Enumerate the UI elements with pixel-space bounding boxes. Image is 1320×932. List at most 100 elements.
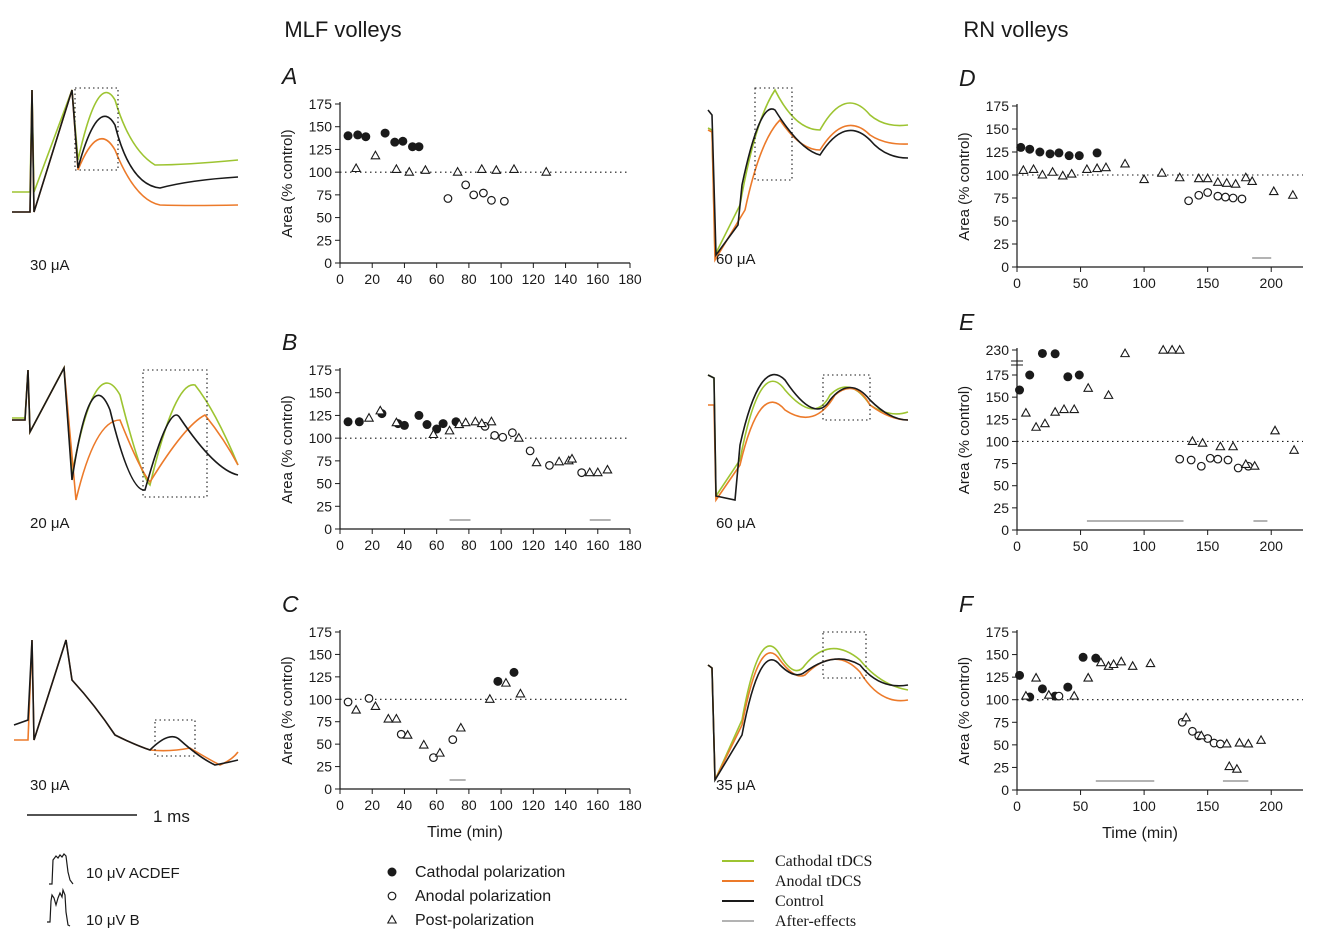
data-point — [422, 420, 432, 430]
stimulus-intensity-label: 30 μA — [30, 777, 70, 794]
x-tick-label: 80 — [461, 271, 477, 287]
y-tick-label: 150 — [986, 647, 1010, 663]
data-point — [1091, 653, 1101, 663]
data-point — [515, 688, 526, 698]
trace-anodal — [707, 118, 909, 263]
data-point — [1243, 738, 1254, 748]
data-point — [391, 713, 402, 723]
y-tick-label: 175 — [986, 624, 1010, 640]
data-point — [1069, 403, 1080, 414]
y-tick-label: 100 — [986, 692, 1010, 708]
data-point — [444, 425, 455, 435]
data-point — [1015, 385, 1025, 395]
legend-line-label: After-effects — [775, 913, 856, 930]
data-point — [398, 136, 408, 146]
data-point — [1064, 151, 1074, 161]
legend-marker-label: Anodal polarization — [415, 888, 551, 905]
x-axis-label: Time (min) — [427, 824, 503, 841]
y-tick-label: 100 — [309, 691, 333, 707]
data-point — [1180, 712, 1192, 722]
data-point — [490, 431, 500, 440]
y-tick-label: 125 — [986, 411, 1010, 427]
data-point — [1196, 461, 1206, 471]
voltage-scalebar-b: 10 μV B — [47, 887, 140, 929]
trace-cathodal — [707, 88, 909, 256]
data-point — [1054, 691, 1064, 701]
data-point — [470, 416, 481, 426]
x-tick-label: 180 — [618, 797, 642, 813]
data-point — [1158, 344, 1169, 354]
x-tick-label: 0 — [336, 537, 344, 553]
x-tick-label: 80 — [461, 537, 477, 553]
data-point — [1020, 690, 1032, 700]
data-point — [1050, 349, 1060, 359]
data-point — [1127, 660, 1138, 670]
data-point — [1156, 167, 1168, 177]
legend-line-label: Cathodal tDCS — [775, 853, 872, 870]
stimulus-intensity-label: 60 μA — [716, 515, 756, 532]
panel-label: A — [280, 63, 297, 89]
data-point — [507, 428, 517, 438]
data-point — [1196, 730, 1207, 740]
y-tick-label: 25 — [316, 759, 332, 775]
trace-panel-d: 60 μA — [707, 87, 909, 268]
data-point — [1037, 684, 1047, 694]
data-point — [1103, 389, 1114, 399]
trace-panel-b: 20 μA — [12, 365, 239, 532]
x-tick-label: 50 — [1073, 538, 1089, 554]
header-rn: RN volleys — [963, 17, 1068, 42]
y-tick-label: 175 — [309, 362, 333, 378]
data-point — [1058, 403, 1070, 414]
y-tick-label: 50 — [316, 476, 332, 492]
data-point — [1045, 149, 1055, 159]
data-point — [1025, 144, 1035, 154]
y-axis-label: Area (% control) — [279, 129, 296, 237]
y-tick-label: 100 — [309, 430, 333, 446]
stimulus-intensity-label: 20 μA — [30, 515, 70, 532]
data-point — [1166, 344, 1178, 354]
y-tick-label: 50 — [316, 736, 332, 752]
data-point — [1030, 421, 1042, 431]
y-tick-label: 230 — [986, 342, 1010, 358]
panel-label: E — [959, 309, 975, 335]
y-tick-label: 125 — [309, 407, 333, 423]
data-point — [1240, 172, 1251, 182]
data-point — [350, 162, 362, 173]
data-point — [343, 417, 353, 427]
data-point — [1213, 191, 1223, 201]
data-point — [491, 164, 502, 174]
x-tick-label: 0 — [1013, 798, 1021, 814]
data-point — [370, 700, 381, 711]
x-tick-label: 40 — [397, 797, 413, 813]
data-point — [1184, 196, 1193, 206]
header-mlf: MLF volleys — [284, 17, 401, 42]
data-point — [508, 163, 520, 173]
scatter-plots: A 0 25 50 75 100 125 150 175 0 20 40 60 80 100 120 140 16… — [279, 63, 1303, 842]
x-tick-label: 150 — [1196, 538, 1220, 554]
y-tick-label: 150 — [986, 121, 1010, 137]
y-tick-label: 125 — [309, 141, 333, 157]
trace-cathodal — [12, 365, 239, 487]
trace-panel-f: 35 μA — [707, 631, 909, 794]
data-point — [1035, 147, 1045, 157]
legend-open-circle-icon — [387, 891, 397, 901]
data-point — [1037, 348, 1047, 358]
data-point — [1213, 454, 1223, 464]
waveform-traces: 30 μA 60 μA 20 μA 60 μA 30 μA 35 μA — [12, 87, 909, 794]
y-tick-label: 50 — [993, 213, 1009, 229]
data-point — [1221, 177, 1232, 187]
data-point — [1145, 657, 1156, 668]
y-tick-label: 175 — [986, 367, 1010, 383]
measurement-window — [154, 719, 196, 757]
data-point — [414, 142, 424, 152]
chart-panel-e: E 0 25 50 75 100 125 150 175 230 0 50 100 150 200 Area … — [956, 309, 1303, 554]
data-point — [1074, 370, 1084, 380]
data-point — [478, 188, 488, 198]
data-point — [545, 461, 554, 470]
y-tick-label: 50 — [993, 478, 1009, 494]
data-point — [380, 128, 390, 138]
y-tick-label: 150 — [309, 385, 333, 401]
data-point — [1083, 672, 1094, 682]
x-tick-label: 100 — [1132, 798, 1156, 814]
